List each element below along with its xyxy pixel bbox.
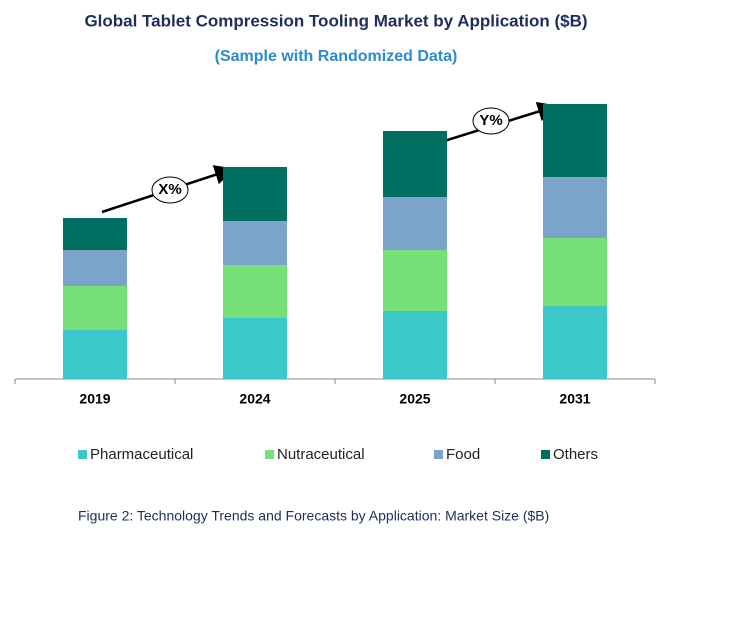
bar-segment [223,318,287,379]
bar-segment [223,221,287,265]
legend-swatch [78,450,87,459]
bar-segment [63,218,127,250]
legend-swatch [541,450,550,459]
chart-title: Global Tablet Compression Tooling Market… [84,11,587,30]
legend-label: Food [446,446,480,463]
x-tick-label: 2019 [79,391,110,407]
annotation-bubble [151,176,189,204]
bar-segment [543,104,607,177]
annotation: X% [158,181,181,198]
annotation: Y% [479,112,502,129]
bar-segment [543,177,607,238]
legend-label: Pharmaceutical [90,446,193,463]
bar-segment [543,306,607,379]
caption: Figure 2: Technology Trends and Forecast… [78,508,549,524]
x-tick-label: 2031 [559,391,590,407]
bar-segment [63,250,127,286]
bar-segment [63,330,127,379]
bar-segment [543,238,607,306]
legend-label: Nutraceutical [277,446,365,463]
bar-segment [383,250,447,311]
annotation-bubble [472,107,510,135]
legend-label: Others [553,446,598,463]
bar-segment [223,265,287,318]
bar-segment [383,131,447,197]
bar-segment [223,167,287,221]
legend-swatch [265,450,274,459]
bar-segment [383,311,447,379]
legend-swatch [434,450,443,459]
bar-segment [63,286,127,330]
chart-subtitle: (Sample with Randomized Data) [215,48,458,65]
axis-ticks [14,379,656,384]
x-tick-label: 2025 [399,391,430,407]
bar-segment [383,197,447,250]
x-tick-label: 2024 [239,391,270,407]
